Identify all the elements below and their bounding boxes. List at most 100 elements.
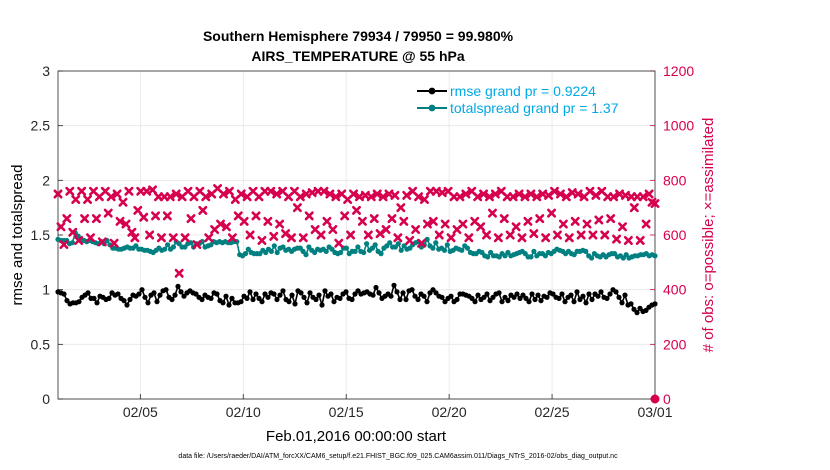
assimilated-obs-point	[334, 238, 344, 248]
rmse-point	[238, 299, 244, 305]
rmse-point	[106, 295, 112, 301]
totalspread-point	[303, 252, 309, 258]
y-tick-label-left: 1.5	[31, 227, 51, 243]
rmse-point	[448, 293, 454, 299]
assimilated-obs-point	[387, 214, 397, 224]
rmse-point	[580, 293, 586, 299]
assimilated-obs-point	[53, 189, 63, 199]
y-tick-label-right: 1200	[663, 63, 694, 79]
assimilated-obs-point	[295, 192, 305, 202]
rmse-point	[64, 298, 70, 304]
rmse-point	[181, 293, 187, 299]
rmse-point	[598, 289, 604, 295]
assimilated-obs-point	[224, 186, 234, 196]
rmse-point	[292, 301, 298, 307]
rmse-point	[154, 299, 160, 305]
rmse-point	[571, 299, 577, 305]
assimilated-obs-point	[552, 230, 562, 240]
rmse-point	[538, 298, 544, 304]
x-tick-label: 02/10	[226, 404, 261, 420]
assimilated-obs-point	[609, 192, 619, 202]
rmse-point	[331, 299, 337, 305]
rmse-point	[502, 294, 508, 300]
assimilated-obs-point	[493, 233, 503, 243]
rmse-point	[397, 296, 403, 303]
assimilated-obs-point	[419, 194, 429, 204]
assimilated-obs-point	[204, 233, 214, 243]
rmse-point	[343, 289, 349, 295]
rmse-point	[298, 290, 304, 296]
legend-rmse-marker	[428, 87, 436, 95]
rmse-point	[403, 296, 409, 303]
rmse-point	[124, 302, 130, 308]
rmse-point	[529, 291, 535, 297]
assimilated-obs-point	[357, 216, 367, 226]
assimilated-obs-point	[65, 186, 75, 196]
y-tick-label-right: 800	[663, 172, 687, 188]
assimilated-obs-point	[80, 214, 90, 224]
possible-obs-point	[650, 394, 660, 404]
rmse-point	[550, 291, 556, 297]
assimilated-obs-point	[629, 203, 639, 213]
assimilated-obs-point	[269, 231, 279, 241]
totalspread-point	[528, 254, 534, 260]
assimilated-obs-point	[168, 233, 178, 243]
rmse-point	[157, 292, 163, 298]
totalspread-point	[531, 248, 537, 254]
rmse-point	[61, 291, 67, 297]
legend-spread-label: totalspread grand pr = 1.37	[450, 100, 619, 116]
rmse-point	[496, 290, 502, 296]
assimilated-obs-point	[221, 222, 231, 232]
assimilated-obs-point	[331, 192, 341, 202]
footer-data-file: data file: /Users/raeder/DAI/ATM_forcXX/…	[178, 453, 618, 460]
assimilated-obs-point	[484, 192, 494, 202]
rmse-point	[607, 291, 613, 297]
rmse-point	[574, 289, 580, 295]
assimilated-obs-point	[91, 214, 101, 224]
assimilated-obs-point	[71, 194, 81, 204]
legend-rmse-label: rmse grand pr = 0.9224	[450, 83, 596, 99]
rmse-point	[136, 291, 142, 297]
rmse-point	[313, 296, 319, 303]
legend: rmse grand pr = 0.9224 totalspread grand…	[417, 83, 619, 116]
assimilated-obs-point	[103, 208, 113, 218]
rmse-point	[304, 300, 310, 306]
rmse-point	[163, 287, 169, 293]
assimilated-obs-point	[83, 194, 93, 204]
y-tick-label-right: 600	[663, 227, 687, 243]
assimilated-obs-point	[638, 192, 648, 202]
rmse-point	[652, 301, 658, 307]
assimilated-obs-point	[298, 233, 308, 243]
rmse-point	[412, 293, 418, 299]
rmse-point	[526, 299, 532, 305]
assimilated-obs-point	[458, 219, 468, 229]
totalspread-point	[352, 248, 358, 254]
totalspread-point	[589, 255, 595, 261]
assimilated-obs-point	[390, 190, 400, 200]
totalspread-point	[323, 248, 329, 254]
assimilated-obs-point	[635, 235, 645, 245]
assimilated-obs-point	[148, 185, 158, 195]
rmse-point	[505, 298, 511, 304]
rmse-point	[172, 292, 178, 298]
assimilated-obs-point	[59, 240, 69, 250]
rmse-point	[619, 300, 625, 306]
assimilated-obs-point	[216, 219, 226, 229]
rmse-point	[520, 292, 526, 298]
assimilated-obs-point	[106, 192, 116, 202]
assimilated-obs-point	[192, 240, 202, 250]
y-tick-label-left: 3	[42, 63, 50, 79]
rmse-point	[394, 289, 400, 295]
assimilated-obs-point	[490, 189, 500, 199]
rmse-point	[76, 299, 82, 305]
assimilated-obs-point	[523, 216, 533, 226]
assimilated-obs-point	[606, 214, 616, 224]
totalspread-point	[378, 251, 384, 257]
assimilated-obs-point	[511, 222, 521, 232]
y-tick-label-right: 0	[663, 391, 671, 407]
rmse-point	[442, 299, 448, 305]
rmse-point	[208, 295, 214, 301]
totalspread-point	[441, 247, 448, 253]
assimilated-obs-point	[130, 233, 140, 243]
